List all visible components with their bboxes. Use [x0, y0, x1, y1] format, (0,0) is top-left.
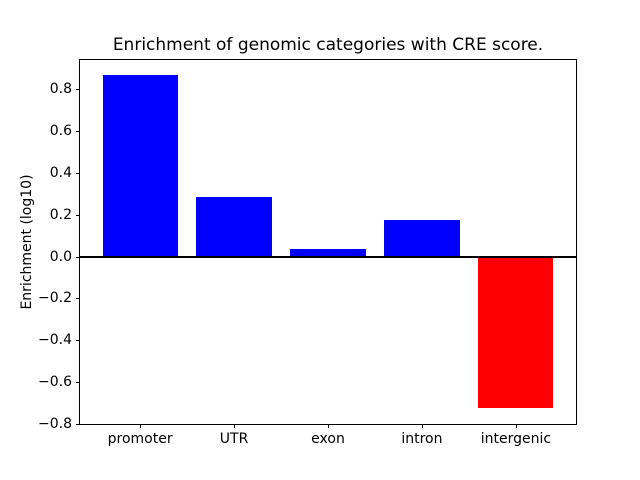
y-tick-mark [76, 89, 80, 91]
x-tick-label: exon [311, 431, 345, 447]
y-tick-mark [76, 256, 80, 258]
y-tick-label: −0.4 [38, 332, 72, 349]
y-tick-label: 0.8 [49, 81, 72, 98]
y-tick-label: −0.6 [38, 374, 72, 391]
y-tick-mark [76, 340, 80, 342]
y-tick-label: −0.2 [38, 290, 72, 307]
plot-area [79, 59, 577, 425]
chart-title: Enrichment of genomic categories with CR… [112, 35, 544, 55]
x-tick-label: UTR [219, 431, 249, 447]
bar-intron [384, 220, 460, 257]
y-tick-mark [76, 131, 80, 133]
y-tick-label: 0.2 [49, 206, 72, 223]
y-tick-mark [76, 424, 80, 425]
zero-line [80, 255, 576, 258]
y-tick-mark [76, 298, 80, 300]
x-tick-label: intergenic [480, 431, 552, 447]
bar-promoter [102, 74, 178, 257]
y-tick-label: 0.0 [49, 248, 72, 265]
y-tick-mark [76, 382, 80, 384]
x-tick-mark [234, 424, 236, 428]
y-tick-label: −0.8 [38, 416, 72, 432]
x-tick-label: intron [401, 431, 443, 447]
x-tick-label: promoter [107, 431, 173, 447]
bar-intergenic [478, 256, 554, 409]
x-tick-mark [515, 424, 517, 428]
y-tick-mark [76, 214, 80, 216]
x-tick-mark [421, 424, 423, 428]
bar-UTR [196, 197, 272, 257]
y-tick-label: 0.6 [49, 123, 72, 140]
bar-exon [290, 249, 366, 257]
y-tick-mark [76, 172, 80, 174]
y-axis-label: Enrichment (log10) [19, 174, 35, 310]
x-tick-mark [140, 424, 142, 428]
y-tick-label: 0.4 [49, 164, 72, 181]
x-tick-mark [328, 424, 329, 428]
